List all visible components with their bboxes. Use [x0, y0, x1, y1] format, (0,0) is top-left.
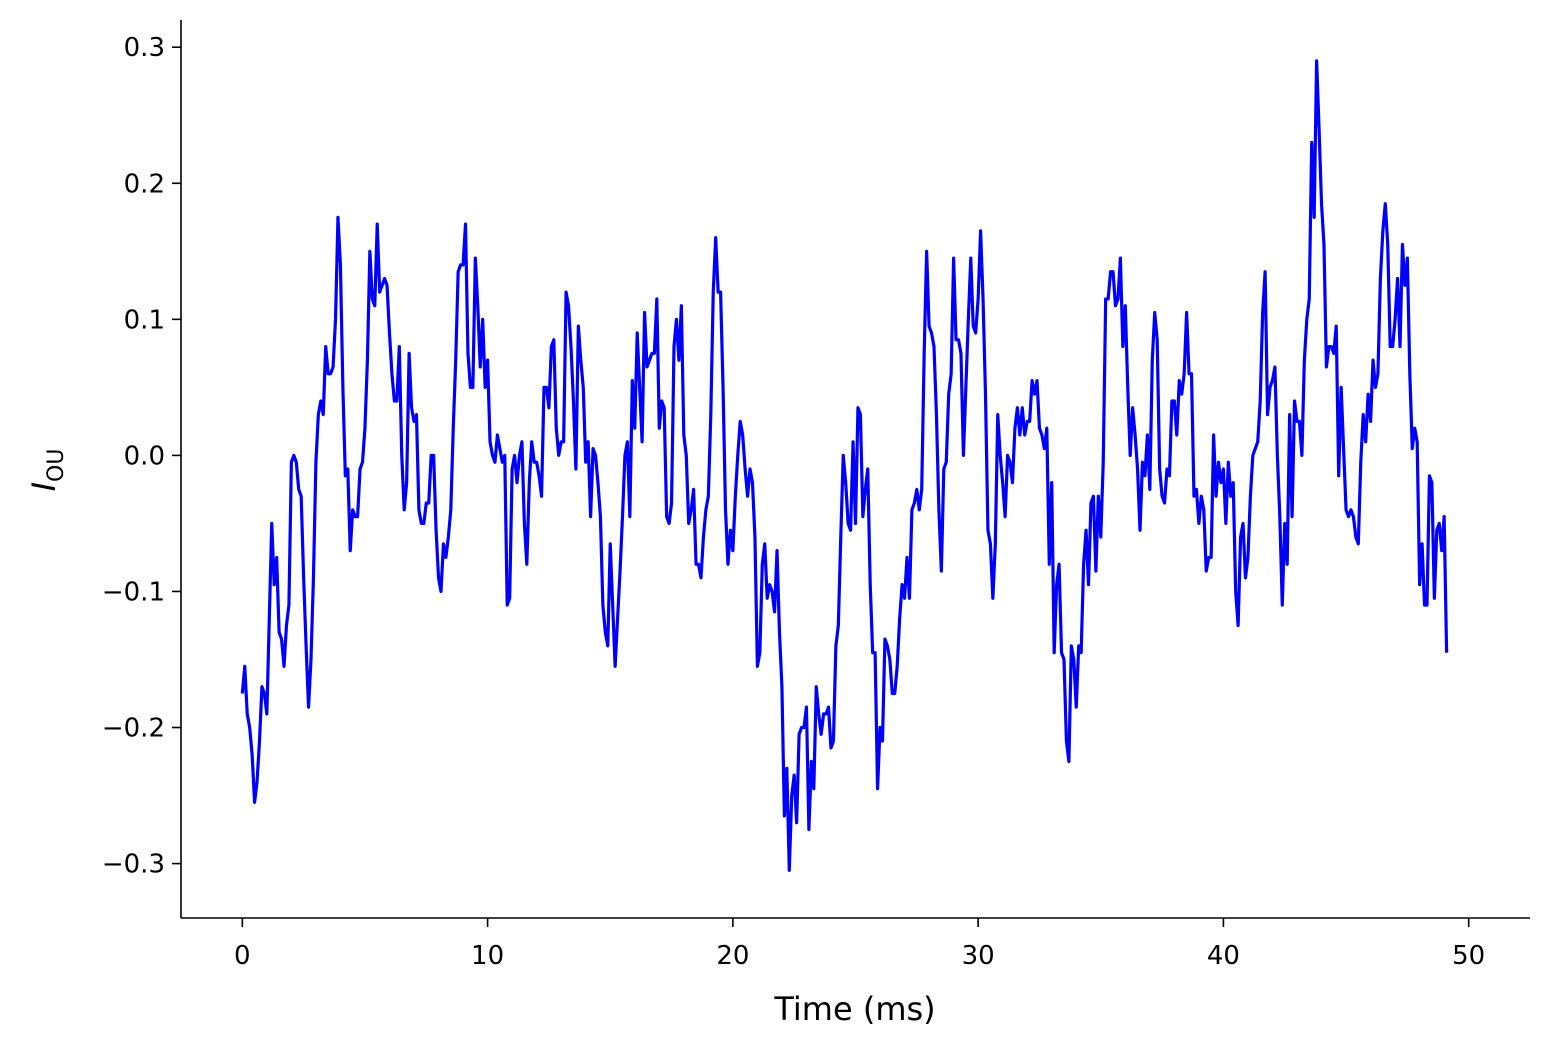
y-tick-label: 0.2: [124, 169, 165, 199]
y-tick-label: −0.3: [102, 850, 165, 880]
y-axis-title: IOU: [25, 449, 69, 492]
y-tick-label: 0.1: [124, 305, 165, 335]
y-tick-label: −0.2: [102, 714, 165, 744]
y-tick-label: −0.1: [102, 577, 165, 607]
x-tick-label: 20: [716, 941, 749, 971]
plot-area: [240, 59, 1449, 872]
series-line-ou-current: [240, 59, 1449, 872]
x-tick-label: 10: [471, 941, 504, 971]
y-ticks: −0.3 −0.2 −0.1 0.0 0.1 0.2 0.3: [102, 33, 181, 880]
x-ticks: 0 10 20 30 40 50: [234, 918, 1485, 971]
x-tick-label: 30: [962, 941, 995, 971]
y-tick-label: 0.3: [124, 33, 165, 63]
x-tick-label: 0: [234, 941, 251, 971]
y-axis-title-subscript: OU: [44, 449, 69, 482]
x-tick-label: 40: [1207, 941, 1240, 971]
x-axis-title: Time (ms): [773, 990, 935, 1028]
axes: 0 10 20 30 40 50 −0.3 −0.2 −0.1 0.0 0.1 0.2 0.3: [102, 20, 1530, 971]
y-tick-label: 0.0: [124, 441, 165, 471]
x-tick-label: 50: [1452, 941, 1485, 971]
y-axis-title-main: I: [25, 482, 63, 491]
